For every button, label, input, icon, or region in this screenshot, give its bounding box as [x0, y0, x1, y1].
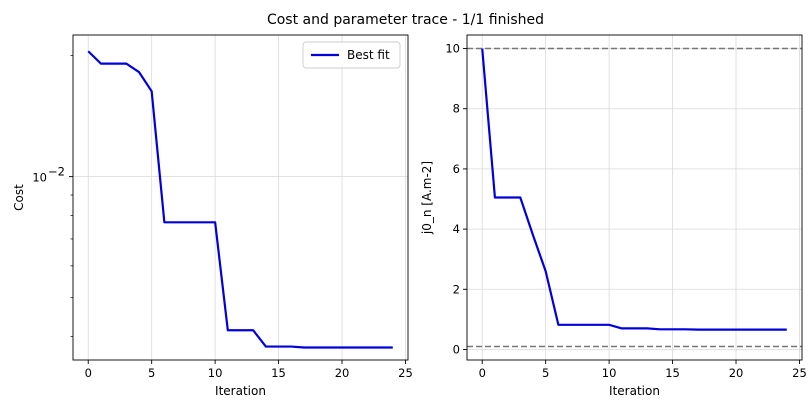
- y-tick-label: 4: [453, 222, 460, 236]
- x-axis-label: Iteration: [609, 384, 660, 398]
- x-tick-label: 25: [792, 366, 807, 380]
- y-axis-label: j0_n [A.m-2]: [420, 161, 434, 235]
- x-tick-label: 20: [729, 366, 744, 380]
- x-axis-label: Iteration: [215, 384, 266, 398]
- x-tick-label: 0: [85, 366, 92, 380]
- x-tick-label: 0: [479, 366, 486, 380]
- y-axis-label: Cost: [12, 184, 26, 211]
- axes-frame: [72, 34, 409, 361]
- y-tick-label: 8: [453, 102, 460, 116]
- axes-frame: [466, 34, 803, 361]
- x-tick-label: 25: [398, 366, 413, 380]
- x-tick-label: 15: [665, 366, 680, 380]
- series-line: [87, 50, 393, 349]
- figure-title: Cost and parameter trace - 1/1 finished: [267, 12, 544, 28]
- y-tick-label: 10: [445, 42, 460, 56]
- x-tick-label: 15: [271, 366, 286, 380]
- y-tick-label: 2: [453, 282, 460, 296]
- y-tick-label: 10: [32, 171, 47, 185]
- legend-label: Best fit: [347, 48, 390, 62]
- x-tick-label: 10: [602, 366, 617, 380]
- parameter-plot: 0 5 10 15 20 25 0 2 4 6 8 10 Iteration j0_n [A.m-2]: [420, 34, 807, 398]
- y-tick-label: 6: [453, 162, 460, 176]
- legend-box: [302, 41, 401, 69]
- y-tick-label: 0: [453, 342, 460, 356]
- x-tick-label: 10: [208, 366, 223, 380]
- x-tick-label: 5: [542, 366, 549, 380]
- x-tick-label: 20: [335, 366, 350, 380]
- series-line: [481, 48, 787, 331]
- x-tick-label: 5: [148, 366, 155, 380]
- y-tick-label-exponent: −2: [48, 165, 65, 179]
